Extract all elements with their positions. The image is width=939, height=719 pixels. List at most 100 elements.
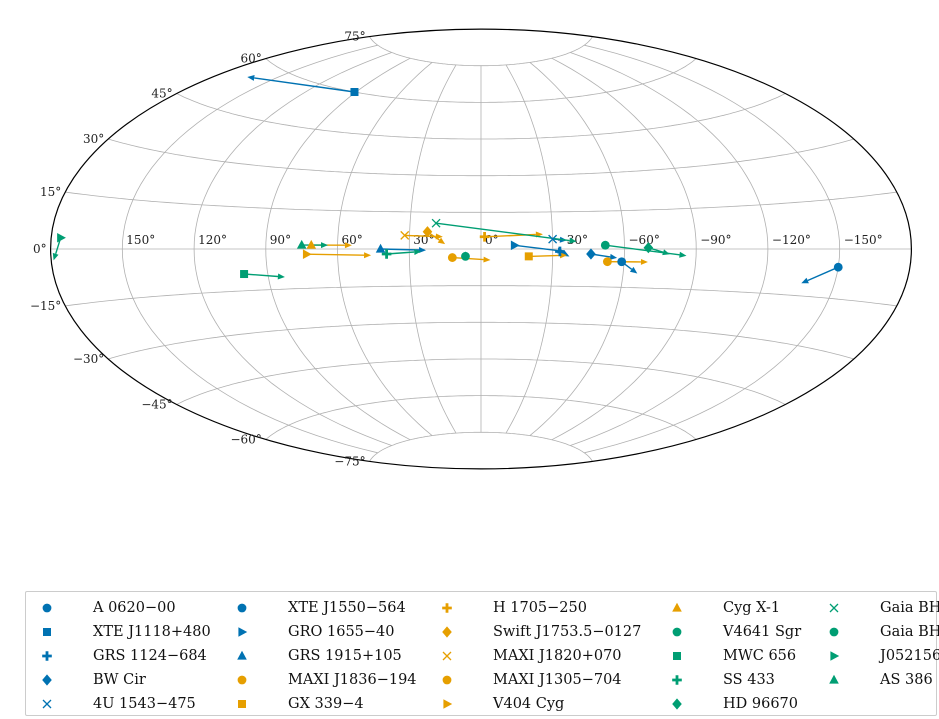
y-tick-label: 15° (40, 185, 61, 199)
legend-marker-shape (42, 699, 52, 709)
motion-arrow-shaft (436, 222, 570, 242)
y-tick-label: −30° (73, 352, 104, 366)
motion-arrow-head (609, 253, 618, 260)
legend-marker (443, 699, 453, 709)
motion-arrow-head (801, 277, 809, 284)
x-tick-label: −120° (772, 233, 811, 247)
grid-latitude-line (369, 36, 593, 67)
legend-label: V404 Cyg (493, 696, 565, 712)
y-tick-label: 0° (33, 242, 47, 256)
source-marker (447, 253, 457, 262)
x-tick-label: 150° (126, 233, 155, 247)
source-marker (555, 246, 565, 257)
motion-arrow-head (629, 266, 638, 274)
motion-arrow-head (247, 75, 255, 81)
source-marker (833, 262, 843, 272)
legend-label: MAXI J1820+070 (493, 648, 622, 664)
legend-label: Gaia BH1 (880, 600, 939, 616)
legend-marker (672, 602, 682, 612)
y-tick-label: 45° (151, 87, 172, 101)
grid-latitude-line (369, 431, 593, 462)
source-marker (479, 231, 490, 242)
legend-label: GRS 1915+105 (288, 648, 402, 664)
motion-arrow-shaft (528, 254, 561, 258)
source-marker (602, 257, 612, 267)
grid-longitude-line (584, 44, 841, 454)
motion-arrow-shaft (380, 248, 420, 251)
legend-marker (42, 651, 52, 661)
source-marker (643, 242, 654, 254)
legend-marker-shape (43, 628, 51, 636)
legend-marker (237, 675, 247, 685)
grid-longitude-line (121, 44, 378, 454)
legend-marker-shape (829, 674, 839, 684)
grid-longitude-line (408, 64, 457, 434)
legend-marker-shape (830, 651, 840, 661)
motion-arrow-shaft (514, 244, 558, 252)
grid-longitude-line (529, 62, 625, 436)
motion-arrow-head (364, 252, 372, 259)
motion-arrow-shaft (254, 77, 355, 93)
legend-marker-shape (237, 650, 247, 660)
legend-marker-shape (672, 602, 682, 612)
source-marker (617, 257, 627, 267)
legend-label: BW Cir (93, 672, 146, 688)
legend-label: GRS 1124−684 (93, 648, 207, 664)
legend-marker-shape (42, 674, 52, 686)
x-tick-label: −60° (629, 233, 660, 247)
legend-marker (238, 700, 246, 708)
source-markers (57, 88, 843, 279)
legend-marker (673, 652, 681, 660)
legend-label: MWC 656 (723, 648, 797, 664)
map-frame (50, 28, 912, 470)
grid-longitude-line (551, 57, 697, 441)
legend-marker (442, 603, 452, 613)
source-marker (302, 249, 312, 260)
grid-longitude-line (505, 64, 554, 434)
grid-longitude-line (265, 57, 411, 441)
source-marker (548, 234, 558, 244)
x-tick-label: −150° (844, 233, 883, 247)
motion-arrow-head (414, 249, 422, 255)
legend-marker (672, 698, 682, 710)
y-tick-label: −45° (141, 398, 172, 412)
legend-marker-shape (442, 626, 452, 638)
grid-longitude-line (337, 62, 433, 436)
y-tick-label: 30° (83, 132, 104, 146)
y-tick-label: 60° (241, 52, 262, 66)
legend-label: MAXI J1305−704 (493, 672, 622, 688)
motion-arrow-shaft (244, 273, 279, 278)
x-tick-label: 0° (485, 233, 499, 247)
source-marker (461, 251, 470, 261)
legend-marker (830, 651, 840, 661)
legend-label: A 0620−00 (93, 600, 176, 616)
sky-map-chart: 150° 120° 90° 60° 30° 0° −30° −60° −90° −120° −150… (30, 28, 912, 470)
motion-arrow-head (277, 273, 285, 280)
legend-marker-shape (442, 603, 452, 613)
motion-arrow-head (679, 251, 687, 258)
source-marker (400, 230, 410, 240)
source-marker (57, 232, 66, 243)
legend-marker (442, 626, 452, 638)
legend-marker (829, 674, 839, 684)
source-marker (306, 239, 317, 249)
legend-marker (43, 628, 51, 636)
legend-marker (442, 675, 452, 685)
motion-arrow-head (344, 242, 352, 249)
legend-label: Cyg X-1 (723, 600, 781, 616)
motion-arrow-head (437, 237, 446, 245)
source-marker (381, 249, 392, 259)
source-marker (431, 218, 441, 228)
legend-label: GRO 1655−40 (288, 624, 395, 640)
legend-marker-shape (237, 675, 247, 685)
legend-label: 4U 1543−475 (93, 696, 196, 712)
motion-arrow-head (321, 242, 328, 249)
source-marker (586, 248, 596, 260)
source-marker (375, 243, 386, 253)
y-tick-label: 75° (344, 30, 365, 44)
legend-label: Swift J1753.5−0127 (493, 624, 642, 640)
motion-arrow-shaft (807, 266, 839, 282)
legend-label: MAXI J1836−194 (288, 672, 417, 688)
legend-label: SS 433 (723, 672, 775, 688)
legend-label: XTE J1550−564 (288, 600, 406, 616)
